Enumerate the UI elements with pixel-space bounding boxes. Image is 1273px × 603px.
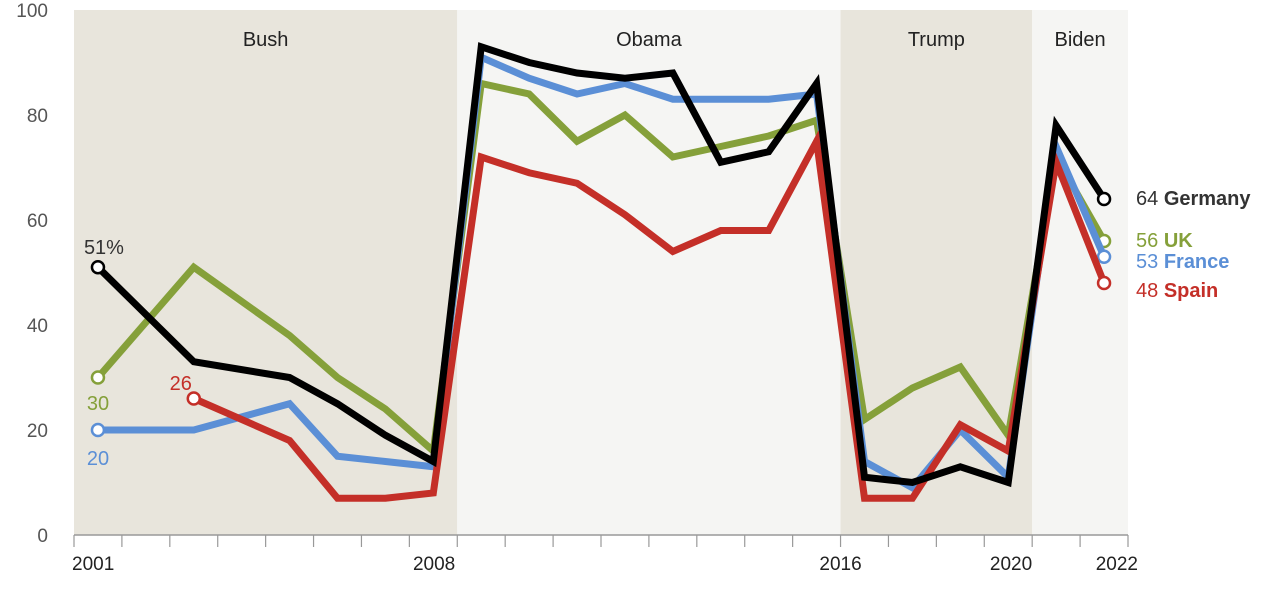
axes: 0 20 40 60 80 100 2001 2008 2016 2020 2022: [16, 1, 1138, 575]
y-tick-label: 100: [16, 1, 48, 22]
era-label-biden: Biden: [1055, 29, 1106, 51]
series-line-germany: [95, 42, 1107, 488]
series-lines: [90, 42, 1112, 502]
start-marker-uk: [90, 370, 106, 385]
end-value: 48: [1136, 280, 1164, 302]
y-tick-label: 20: [27, 421, 48, 442]
x-tick-label: 2008: [413, 554, 455, 575]
start-label-uk: 30: [87, 393, 109, 415]
x-tick-label: 2022: [1096, 554, 1138, 575]
era-label-trump: Trump: [908, 29, 965, 51]
era-bands: Bush Obama Trump Biden: [74, 10, 1128, 535]
end-marker-germany: [1096, 191, 1112, 207]
end-value: 56: [1136, 230, 1164, 252]
x-tick-label: 2020: [990, 554, 1032, 575]
era-band-biden: [1032, 10, 1128, 535]
end-value: 53: [1136, 251, 1164, 273]
end-label-germany: 64 Germany: [1136, 188, 1251, 210]
x-tick-label: 2001: [72, 554, 114, 575]
start-label-spain: 26: [170, 373, 192, 395]
y-tick-label: 80: [27, 106, 48, 127]
y-tick-label: 60: [27, 211, 48, 232]
x-tick-label: 2016: [819, 554, 861, 575]
series-name: Spain: [1164, 280, 1218, 302]
end-label-france: 53 France: [1136, 251, 1229, 273]
era-label-obama: Obama: [616, 29, 682, 51]
end-label-uk: 56 UK: [1136, 230, 1193, 252]
end-value: 64: [1136, 188, 1164, 210]
y-tick-label: 0: [37, 526, 48, 547]
start-marker-germany: [90, 260, 106, 275]
era-label-bush: Bush: [243, 29, 289, 51]
start-label-germany: 51%: [84, 237, 124, 259]
end-marker-france: [1096, 249, 1112, 264]
y-tick-label: 40: [27, 316, 48, 337]
start-marker-france: [90, 422, 106, 438]
start-marker-spain: [186, 391, 202, 406]
era-band-bush: [74, 10, 458, 535]
start-label-france: 20: [87, 448, 109, 470]
series-name: UK: [1164, 230, 1193, 252]
end-label-spain: 48 Spain: [1136, 280, 1218, 302]
series-name: France: [1164, 251, 1230, 273]
series-labels: 30 56 UK 20 53 France 26 48 Spain 51% 64 German…: [84, 188, 1251, 470]
series-name: Germany: [1164, 188, 1252, 210]
end-marker-spain: [1096, 275, 1112, 291]
series-line-uk: [95, 79, 1108, 458]
